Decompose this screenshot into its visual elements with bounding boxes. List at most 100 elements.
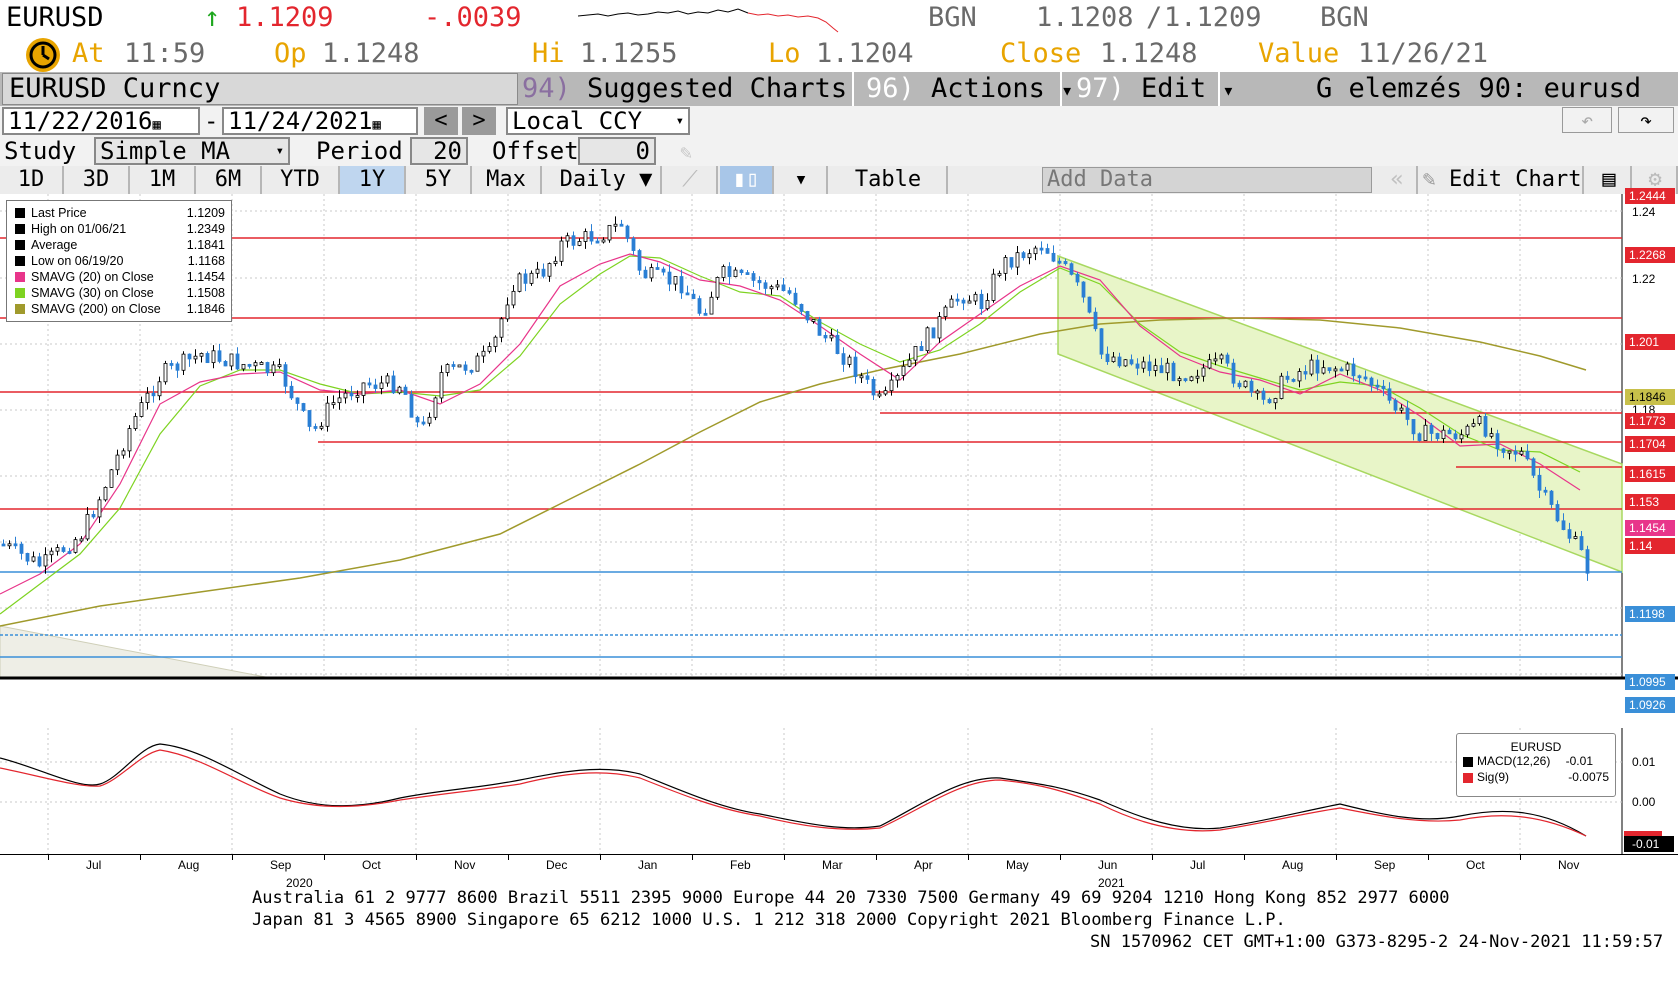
candle-body (601, 239, 606, 243)
candle-body (1447, 429, 1452, 435)
quote-source: BGN (928, 2, 977, 33)
date-dash: - (204, 107, 219, 135)
legend-swatch (15, 272, 25, 282)
month-tick (600, 854, 601, 860)
candle-body (97, 499, 102, 518)
candlestick-chart-icon[interactable]: ▮▯ (720, 166, 774, 194)
month-label: Sep (270, 858, 292, 872)
candle-body (859, 375, 864, 379)
offset-input[interactable]: 0 (578, 137, 656, 165)
month-tick (324, 854, 325, 860)
net-change: -.0039 (424, 2, 522, 33)
collapse-icon[interactable]: « (1378, 166, 1418, 194)
next-period-button[interactable]: > (462, 107, 496, 135)
candle-body (475, 355, 480, 372)
month-tick (968, 854, 969, 860)
edit-label: Edit (1141, 73, 1207, 104)
candle-body (1213, 358, 1218, 362)
study-select[interactable]: Simple MA ▾ (94, 137, 290, 165)
candle-body (349, 392, 354, 397)
legend-label: Low on 06/19/20 (31, 254, 124, 268)
chart-settings-icon[interactable]: ▤ (1588, 166, 1632, 194)
tab-ytd[interactable]: YTD (262, 166, 340, 194)
redo-button[interactable]: ↷ (1618, 107, 1674, 133)
candle-body (457, 364, 462, 368)
tab-max[interactable]: Max (472, 166, 542, 194)
candle-body (1321, 367, 1326, 374)
candle-body (451, 364, 456, 367)
open-price: 1.1248 (322, 38, 420, 69)
candle-body (1225, 354, 1230, 364)
price-tag: 1.0995 (1625, 673, 1675, 690)
tab-3d[interactable]: 3D (64, 166, 130, 194)
candle-body (43, 554, 48, 567)
candle-body (1021, 252, 1026, 259)
candle-body (403, 386, 408, 395)
calendar-icon[interactable]: ▦ (372, 117, 381, 133)
line-chart-icon[interactable]: ⟋ (664, 166, 718, 194)
suggested-charts-menu[interactable]: 94) Suggested Charts (522, 72, 854, 106)
macd-legend-value: -0.01 (1565, 754, 1593, 768)
candle-body (193, 355, 198, 360)
tab-1m[interactable]: 1M (130, 166, 196, 194)
candle-body (643, 269, 648, 279)
candle-body (757, 280, 762, 284)
previous-period-button[interactable]: < (424, 107, 458, 135)
edit-chart-button[interactable]: ✎ Edit Chart (1422, 166, 1584, 194)
candle-body (697, 298, 702, 314)
value-date: 11/26/21 (1358, 38, 1489, 69)
actions-menu[interactable]: 96) Actions ▾ (866, 72, 1073, 106)
candle-body (1195, 375, 1200, 379)
edit-menu[interactable]: 97) Edit ▾ (1076, 72, 1234, 106)
intraday-sparkline (578, 8, 839, 33)
tab-6m[interactable]: 6M (196, 166, 262, 194)
candle-body (607, 224, 612, 241)
undo-button[interactable]: ↶ (1562, 107, 1612, 133)
candle-body (187, 353, 192, 360)
candle-body (331, 402, 336, 406)
candle-body (109, 469, 114, 488)
chart-type-dropdown[interactable]: ▾ (776, 166, 828, 194)
candle-body (1333, 368, 1338, 372)
suggested-charts-number: 94) (522, 73, 571, 104)
security-field[interactable]: EURUSD Curncy (2, 73, 518, 105)
tab-1y[interactable]: 1Y (340, 166, 406, 194)
currency-select[interactable]: Local CCY ▾ (506, 107, 690, 135)
close-price: 1.1248 (1100, 38, 1198, 69)
period-input[interactable]: 20 (410, 137, 468, 165)
frequency-select[interactable]: Daily ▼ (552, 166, 662, 194)
start-date-input[interactable]: 11/22/2016▦ (2, 107, 200, 135)
end-date-input[interactable]: 11/24/2021▦ (222, 107, 418, 135)
month-label: May (1006, 858, 1029, 872)
macd-chart[interactable] (0, 728, 1678, 854)
price-chart[interactable] (0, 194, 1678, 728)
candle-body (1051, 252, 1056, 262)
horizontal-grid (0, 210, 1622, 675)
candle-body (733, 269, 738, 277)
candle-body (1081, 281, 1086, 298)
candle-body (1531, 458, 1536, 476)
candle-body (1549, 490, 1554, 505)
candle-body (1393, 399, 1398, 411)
candle-body (91, 514, 96, 518)
candle-body (1159, 365, 1164, 374)
pencil-icon[interactable]: ✎ (680, 140, 693, 164)
candle-body (661, 268, 666, 273)
calendar-icon[interactable]: ▦ (152, 117, 161, 133)
price-tag: 1.1198 (1625, 605, 1675, 622)
tab-5y[interactable]: 5Y (406, 166, 472, 194)
axis-tick-1.22: 1.22 (1632, 272, 1656, 286)
candle-body (31, 556, 36, 562)
actions-label: Actions (931, 73, 1045, 104)
clock-icon[interactable] (26, 38, 60, 72)
table-button[interactable]: Table (830, 166, 948, 194)
candle-body (439, 372, 444, 399)
candle-body (1033, 247, 1038, 255)
signal-swatch (1463, 773, 1473, 783)
footer-contacts-line-2: Japan 81 3 4565 8900 Singapore 65 6212 1… (252, 910, 1286, 930)
candle-body (229, 353, 234, 367)
candle-body (1057, 260, 1062, 264)
add-data-input[interactable]: Add Data (1042, 167, 1372, 193)
edit-dropdown-icon: ▾ (1222, 78, 1235, 102)
tab-1d[interactable]: 1D (0, 166, 64, 194)
